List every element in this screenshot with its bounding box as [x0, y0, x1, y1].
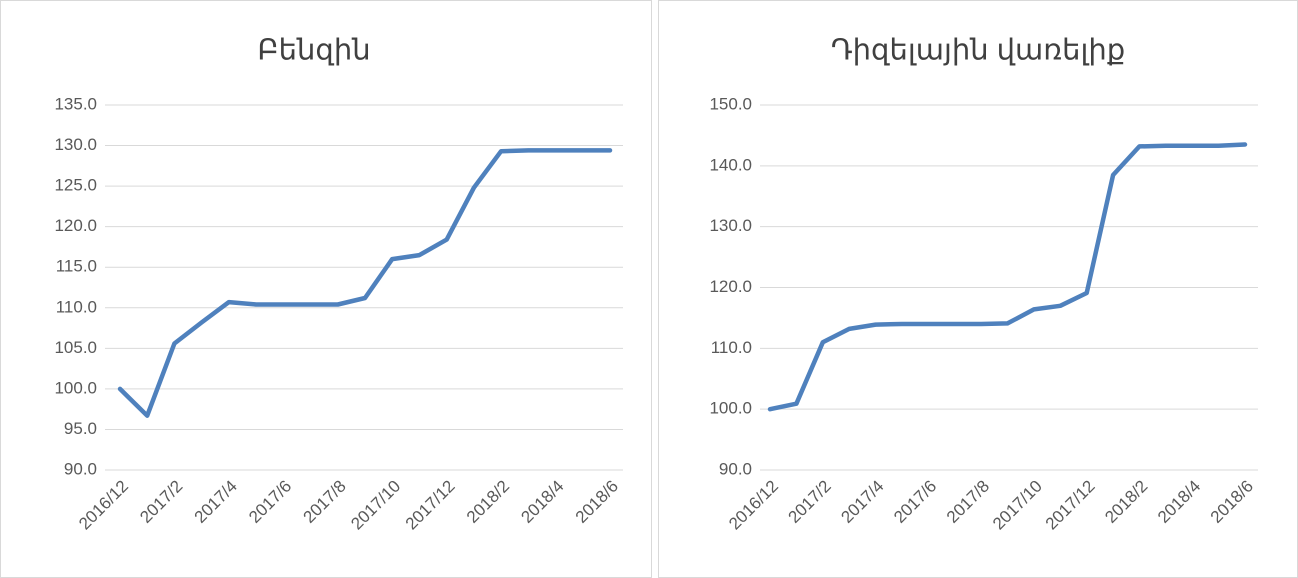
line-series — [117, 148, 613, 418]
line-series — [767, 142, 1248, 412]
y-tick-label: 110.0 — [711, 338, 752, 357]
y-tick-label: 100.0 — [54, 378, 97, 397]
y-tick-label: 140.0 — [709, 155, 752, 174]
y-tick-label: 100.0 — [709, 399, 752, 418]
y-tick-label: 130.0 — [709, 216, 752, 235]
y-tick-label: 150.0 — [709, 94, 752, 113]
chart-title: Բենզին — [257, 35, 370, 67]
y-tick-label: 115.0 — [56, 257, 97, 276]
y-tick-label: 90.0 — [719, 459, 752, 478]
y-tick-label: 120.0 — [54, 216, 97, 235]
panel — [658, 0, 1298, 578]
y-tick-label: 95.0 — [64, 419, 97, 438]
y-tick-label: 105.0 — [54, 338, 97, 357]
chart-title: Դիզելային վառելիք — [831, 35, 1125, 67]
y-tick-label: 135.0 — [54, 94, 97, 113]
y-tick-label: 120.0 — [709, 277, 752, 296]
y-tick-label: 125.0 — [54, 176, 97, 195]
y-tick-label: 130.0 — [54, 135, 97, 154]
y-tick-label: 110.0 — [56, 297, 97, 316]
panel — [0, 0, 652, 578]
y-tick-label: 90.0 — [64, 459, 97, 478]
